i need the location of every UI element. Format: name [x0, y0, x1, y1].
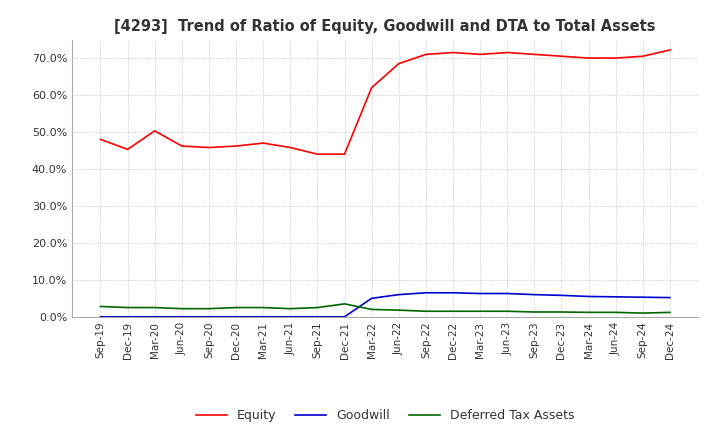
Deferred Tax Assets: [204, 306, 213, 312]
Deferred Tax Assets: [665, 310, 674, 315]
Goodwill: [611, 294, 620, 300]
Equity: [341, 151, 349, 157]
Goodwill: [449, 290, 457, 295]
Line: Deferred Tax Assets: Deferred Tax Assets: [101, 304, 670, 313]
Goodwill: [341, 314, 349, 319]
Deferred Tax Assets: [421, 308, 430, 314]
Equity: [367, 85, 376, 90]
Equity: [259, 140, 268, 146]
Deferred Tax Assets: [313, 305, 322, 310]
Equity: [286, 145, 294, 150]
Deferred Tax Assets: [611, 310, 620, 315]
Deferred Tax Assets: [286, 306, 294, 312]
Deferred Tax Assets: [232, 305, 240, 310]
Goodwill: [395, 292, 403, 297]
Line: Equity: Equity: [101, 50, 670, 154]
Legend: Equity, Goodwill, Deferred Tax Assets: Equity, Goodwill, Deferred Tax Assets: [191, 404, 580, 427]
Deferred Tax Assets: [476, 308, 485, 314]
Equity: [421, 52, 430, 57]
Deferred Tax Assets: [639, 311, 647, 316]
Goodwill: [503, 291, 511, 296]
Deferred Tax Assets: [150, 305, 159, 310]
Deferred Tax Assets: [395, 308, 403, 313]
Goodwill: [530, 292, 539, 297]
Equity: [395, 61, 403, 66]
Equity: [232, 143, 240, 149]
Deferred Tax Assets: [123, 305, 132, 310]
Deferred Tax Assets: [178, 306, 186, 312]
Equity: [639, 54, 647, 59]
Goodwill: [421, 290, 430, 295]
Title: [4293]  Trend of Ratio of Equity, Goodwill and DTA to Total Assets: [4293] Trend of Ratio of Equity, Goodwil…: [114, 19, 656, 34]
Goodwill: [286, 314, 294, 319]
Equity: [530, 52, 539, 57]
Goodwill: [178, 314, 186, 319]
Equity: [313, 151, 322, 157]
Equity: [204, 145, 213, 150]
Deferred Tax Assets: [584, 310, 593, 315]
Equity: [557, 54, 566, 59]
Goodwill: [584, 294, 593, 299]
Equity: [150, 128, 159, 133]
Goodwill: [557, 293, 566, 298]
Equity: [96, 137, 105, 142]
Goodwill: [150, 314, 159, 319]
Deferred Tax Assets: [503, 308, 511, 314]
Deferred Tax Assets: [530, 309, 539, 315]
Goodwill: [96, 314, 105, 319]
Deferred Tax Assets: [96, 304, 105, 309]
Goodwill: [204, 314, 213, 319]
Equity: [611, 55, 620, 61]
Deferred Tax Assets: [341, 301, 349, 307]
Equity: [503, 50, 511, 55]
Goodwill: [232, 314, 240, 319]
Equity: [584, 55, 593, 61]
Deferred Tax Assets: [259, 305, 268, 310]
Goodwill: [665, 295, 674, 300]
Goodwill: [476, 291, 485, 296]
Goodwill: [313, 314, 322, 319]
Equity: [665, 48, 674, 53]
Line: Goodwill: Goodwill: [101, 293, 670, 317]
Equity: [178, 143, 186, 149]
Goodwill: [367, 296, 376, 301]
Deferred Tax Assets: [367, 307, 376, 312]
Equity: [476, 52, 485, 57]
Equity: [123, 147, 132, 152]
Goodwill: [639, 294, 647, 300]
Deferred Tax Assets: [449, 308, 457, 314]
Goodwill: [259, 314, 268, 319]
Equity: [449, 50, 457, 55]
Goodwill: [123, 314, 132, 319]
Deferred Tax Assets: [557, 309, 566, 315]
